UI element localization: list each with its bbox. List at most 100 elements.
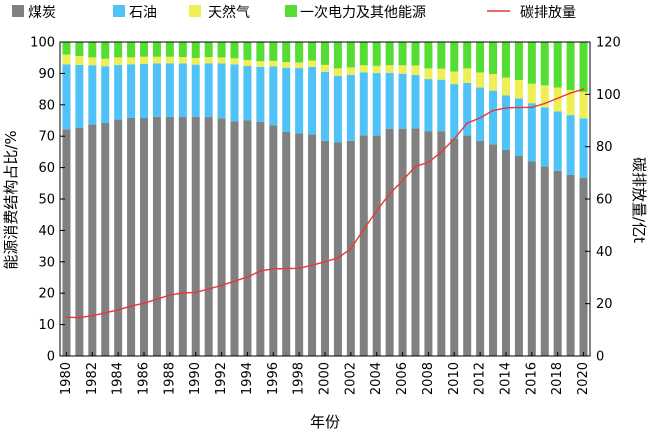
bar-coal-1988	[165, 116, 174, 356]
bar-gas-2007	[411, 65, 420, 75]
carbon-point-2001	[337, 257, 339, 259]
legend: 煤炭 石油 天然气 一次电力及其他能源 碳排放量	[12, 4, 576, 21]
bar-coal-2017	[540, 166, 549, 356]
bar-gas-2002	[346, 67, 355, 75]
carbon-point-2014	[505, 107, 507, 109]
bar-coal-1993	[230, 121, 239, 356]
bar-gas-1988	[165, 56, 174, 64]
bar-coal-2005	[385, 128, 394, 356]
bar-gas-1987	[152, 56, 161, 64]
bar-oil-1992	[217, 63, 226, 119]
carbon-point-2017	[543, 102, 546, 105]
y-left-tick-label: 20	[38, 287, 55, 302]
bar-primary-1998	[295, 42, 304, 63]
x-tick-label: 2008	[421, 362, 436, 395]
y-left-tick-label: 0	[47, 350, 55, 365]
bar-gas-1985	[127, 57, 136, 65]
legend-swatch-oil	[113, 5, 125, 17]
bar-coal-1990	[191, 116, 200, 356]
carbon-point-2002	[350, 247, 352, 250]
legend-label-primary: 一次电力及其他能源	[300, 5, 426, 21]
bar-oil-1988	[165, 63, 174, 117]
bar-oil-2011	[463, 82, 472, 136]
bar-coal-1987	[152, 116, 161, 356]
bar-coal-2003	[359, 135, 368, 356]
y-right-tick-label: 40	[596, 245, 613, 260]
bar-gas-2016	[527, 83, 536, 104]
bar-gas-2013	[489, 74, 498, 91]
bar-primary-1986	[140, 42, 149, 57]
bar-primary-2008	[424, 42, 433, 69]
bar-oil-2007	[411, 74, 420, 129]
bar-primary-1996	[269, 42, 278, 61]
bar-gas-2006	[398, 65, 407, 74]
x-tick-label: 1986	[137, 362, 152, 395]
carbon-point-1991	[207, 288, 210, 290]
carbon-point-2009	[440, 151, 443, 153]
bar-gas-2004	[372, 65, 381, 74]
bar-primary-1995	[256, 42, 265, 62]
bar-primary-1999	[308, 42, 317, 61]
carbon-point-1984	[117, 309, 119, 311]
bar-coal-2009	[437, 131, 446, 356]
y-right-tick-label: 80	[596, 140, 613, 155]
carbon-point-1987	[156, 298, 158, 301]
bar-primary-1994	[243, 42, 252, 60]
carbon-point-1982	[91, 314, 94, 317]
x-tick-label: 2002	[343, 362, 358, 395]
bar-coal-1992	[217, 118, 226, 356]
bar-primary-1987	[152, 42, 161, 57]
x-tick-label: 2016	[524, 362, 539, 395]
y-left-tick-label: 50	[38, 193, 55, 208]
bar-oil-1991	[204, 63, 213, 118]
bar-oil-2012	[476, 87, 485, 141]
bar-gas-2008	[424, 68, 433, 80]
bar-primary-2000	[320, 42, 329, 65]
bar-oil-2002	[346, 74, 355, 141]
bar-gas-1997	[282, 62, 291, 68]
bar-gas-1996	[269, 60, 278, 67]
x-tick-label: 2012	[473, 362, 488, 395]
bar-primary-2014	[501, 42, 510, 78]
bar-gas-1980	[62, 54, 71, 65]
carbon-point-1995	[259, 270, 262, 272]
bar-coal-2006	[398, 128, 407, 356]
bar-oil-1996	[269, 66, 278, 126]
bar-coal-2020	[579, 177, 588, 356]
x-tick-label: 1988	[162, 362, 177, 395]
legend-label-oil: 石油	[129, 5, 157, 21]
y-right-tick-label: 100	[596, 88, 621, 103]
x-tick-label: 2010	[447, 362, 462, 395]
carbon-point-2018	[556, 97, 559, 100]
bar-coal-2007	[411, 128, 420, 356]
bar-primary-1991	[204, 42, 213, 58]
y-left-tick-label: 30	[38, 255, 55, 270]
bar-primary-2010	[450, 42, 459, 72]
y-right-tick-label: 60	[596, 193, 613, 208]
carbon-point-2004	[375, 209, 378, 212]
bar-coal-2000	[320, 140, 329, 356]
x-tick-label: 2006	[395, 362, 410, 395]
bar-coal-1983	[101, 123, 110, 356]
bar-oil-1989	[178, 63, 187, 118]
bar-gas-1994	[243, 59, 252, 66]
bar-primary-1992	[217, 42, 226, 58]
y-left-tick-label: 100	[30, 36, 55, 51]
bar-primary-1980	[62, 42, 71, 55]
bar-gas-1984	[114, 57, 123, 65]
bar-oil-2008	[424, 79, 433, 132]
y-left-tick-label: 90	[38, 67, 55, 82]
bar-oil-2009	[437, 79, 446, 132]
bar-gas-1990	[191, 58, 200, 65]
carbon-point-2008	[427, 161, 430, 164]
carbon-point-2003	[362, 228, 365, 230]
carbon-point-2000	[324, 261, 326, 263]
bar-primary-2019	[566, 42, 575, 91]
y-right-tick-label: 20	[596, 297, 613, 312]
carbon-point-2016	[531, 106, 533, 109]
y-left-tick-label: 10	[38, 318, 55, 333]
x-tick-label: 1996	[266, 362, 281, 395]
bar-gas-2010	[450, 71, 459, 85]
bar-oil-1995	[256, 66, 265, 122]
